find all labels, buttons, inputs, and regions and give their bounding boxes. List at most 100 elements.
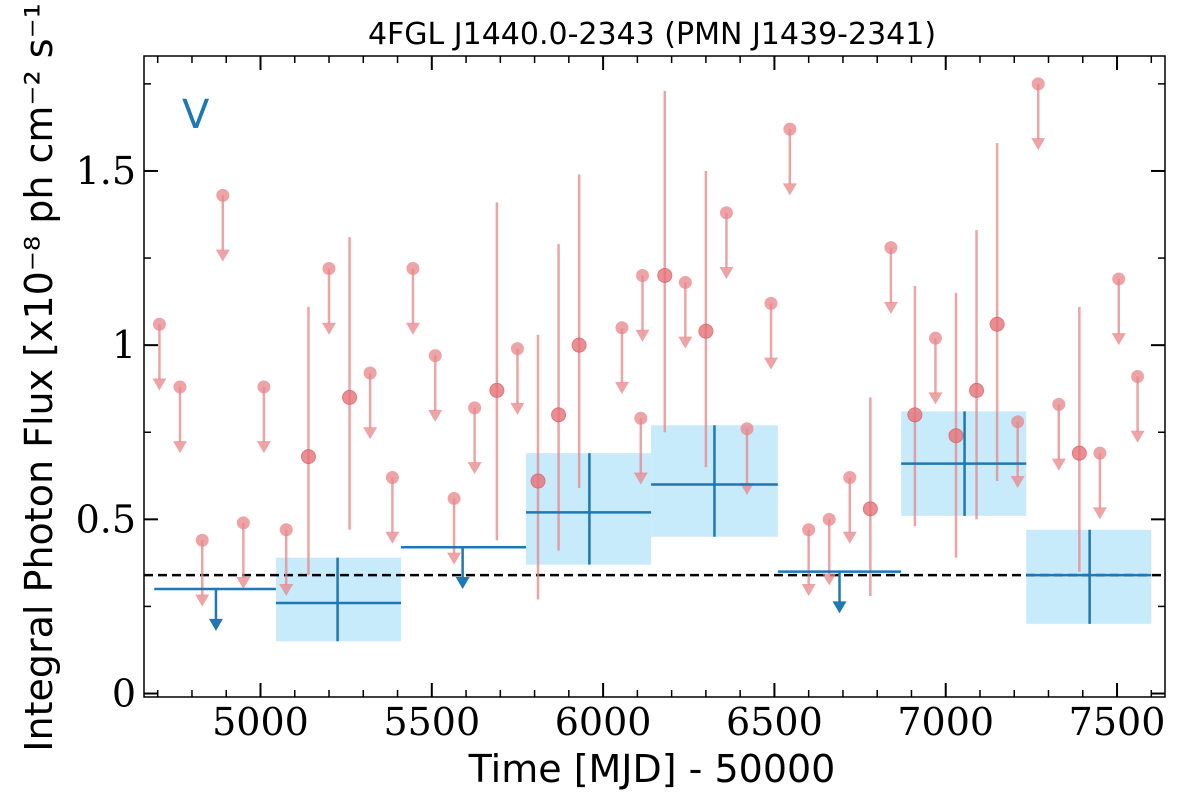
upper-limit-arrow bbox=[467, 462, 482, 475]
upper-limit-arrow bbox=[614, 381, 629, 394]
upper-limit-point bbox=[1093, 446, 1107, 460]
upper-limit-point bbox=[195, 533, 209, 547]
band-label: V bbox=[182, 92, 210, 138]
upper-limit-point bbox=[363, 366, 377, 380]
x-tick-label: 7000 bbox=[897, 700, 994, 744]
upper-limit-arrow bbox=[215, 249, 230, 262]
upper-limit-arrow bbox=[1130, 430, 1145, 443]
upper-limit-arrow bbox=[842, 531, 857, 544]
upper-limit-point bbox=[385, 471, 399, 485]
upper-limit-point bbox=[257, 380, 271, 394]
upper-limit-point bbox=[173, 380, 187, 394]
upper-limit-arrow bbox=[928, 392, 943, 405]
y-tick-label: 0.5 bbox=[76, 497, 136, 541]
upper-limit-point bbox=[719, 206, 733, 220]
y-axis-label: Integral Photon Flux [x10⁻⁸ ph cm⁻² s⁻¹] bbox=[17, 0, 61, 752]
upper-limit-point bbox=[322, 262, 336, 276]
upper-limit-point bbox=[1131, 370, 1145, 383]
upper-limit-point bbox=[615, 321, 629, 335]
upper-limit-arrow bbox=[1010, 476, 1025, 489]
long-bin-upper-limit-arrow bbox=[455, 577, 470, 590]
upper-limit-arrow bbox=[236, 577, 251, 590]
detection-point bbox=[862, 501, 878, 517]
detection-point bbox=[571, 337, 587, 353]
x-tick-label: 7500 bbox=[1069, 700, 1166, 744]
detection-point bbox=[989, 316, 1005, 332]
detection-point bbox=[300, 449, 316, 465]
upper-limit-point bbox=[928, 331, 942, 345]
detection-point bbox=[489, 382, 505, 398]
upper-limit-point bbox=[678, 275, 692, 289]
upper-limit-point bbox=[1112, 272, 1126, 286]
detection-point bbox=[969, 382, 985, 398]
detection-point bbox=[551, 407, 567, 423]
upper-limit-point bbox=[216, 188, 230, 202]
upper-limit-arrow bbox=[740, 482, 755, 495]
detection-point bbox=[530, 473, 546, 489]
upper-limit-arrow bbox=[363, 427, 378, 440]
detection-point bbox=[657, 267, 673, 283]
upper-limit-arrow bbox=[428, 409, 443, 422]
y-tick-label: 1 bbox=[112, 323, 136, 367]
chart-marks bbox=[144, 77, 1165, 642]
upper-limit-arrow bbox=[782, 183, 797, 196]
upper-limit-point bbox=[468, 401, 482, 415]
detection-point bbox=[948, 428, 964, 444]
upper-limit-arrow bbox=[763, 357, 778, 370]
upper-limit-point bbox=[406, 262, 420, 276]
upper-limit-arrow bbox=[883, 301, 898, 314]
upper-limit-point bbox=[279, 523, 293, 537]
upper-limit-arrow bbox=[279, 584, 294, 597]
plot-frame bbox=[143, 55, 1166, 698]
upper-limit-arrow bbox=[719, 266, 734, 279]
x-axis-label: Time [MJD] - 50000 bbox=[468, 747, 836, 791]
x-tick-label: 6000 bbox=[555, 700, 652, 744]
upper-limit-point bbox=[152, 317, 166, 331]
upper-limit-arrow bbox=[172, 441, 187, 454]
upper-limit-arrow bbox=[1051, 458, 1066, 471]
axis-ticks: 5000 5500 6000 6500 7000 7500 0 0.5 1 1.5 bbox=[76, 56, 1166, 744]
upper-limit-arrow bbox=[635, 329, 650, 342]
upper-limit-point bbox=[1011, 415, 1025, 429]
upper-limit-point bbox=[843, 471, 857, 485]
upper-limit-arrow bbox=[1111, 333, 1126, 346]
upper-limit-arrow bbox=[256, 441, 271, 454]
long-bin-upper-limit-arrow bbox=[208, 618, 223, 631]
upper-limit-point bbox=[783, 122, 797, 136]
upper-limit-point bbox=[1031, 77, 1045, 91]
upper-limit-arrow bbox=[195, 594, 210, 607]
y-tick-label: 0 bbox=[112, 672, 136, 716]
y-tick-label: 1.5 bbox=[76, 149, 136, 193]
upper-limit-arrow bbox=[633, 472, 648, 485]
upper-limit-arrow bbox=[447, 552, 462, 565]
upper-limit-point bbox=[634, 411, 648, 425]
upper-limit-point bbox=[764, 296, 778, 310]
x-tick-label: 5500 bbox=[383, 700, 480, 744]
upper-limit-point bbox=[740, 422, 754, 436]
upper-limit-arrow bbox=[678, 336, 693, 349]
detection-point bbox=[1071, 445, 1087, 461]
upper-limit-arrow bbox=[822, 573, 837, 586]
x-tick-label: 5000 bbox=[212, 700, 309, 744]
detection-point bbox=[342, 389, 358, 405]
upper-limit-arrow bbox=[801, 584, 816, 597]
upper-limit-point bbox=[636, 268, 650, 282]
upper-limit-arrow bbox=[510, 402, 525, 415]
detection-point bbox=[698, 323, 714, 339]
upper-limit-arrow bbox=[385, 531, 400, 544]
long-bin-upper-limit-arrow bbox=[832, 601, 847, 614]
upper-limit-point bbox=[510, 342, 524, 356]
upper-limit-arrow bbox=[1031, 138, 1046, 151]
x-tick-label: 6500 bbox=[726, 700, 823, 744]
upper-limit-point bbox=[1052, 397, 1066, 411]
upper-limit-arrow bbox=[405, 322, 420, 335]
detection-point bbox=[907, 407, 923, 423]
upper-limit-arrow bbox=[322, 322, 337, 335]
chart-title: 4FGL J1440.0-2343 (PMN J1439-2341) bbox=[368, 17, 936, 52]
upper-limit-point bbox=[428, 349, 442, 363]
upper-limit-point bbox=[822, 512, 836, 526]
upper-limit-point bbox=[236, 516, 250, 530]
upper-limit-point bbox=[802, 523, 816, 537]
upper-limit-point bbox=[884, 241, 898, 255]
